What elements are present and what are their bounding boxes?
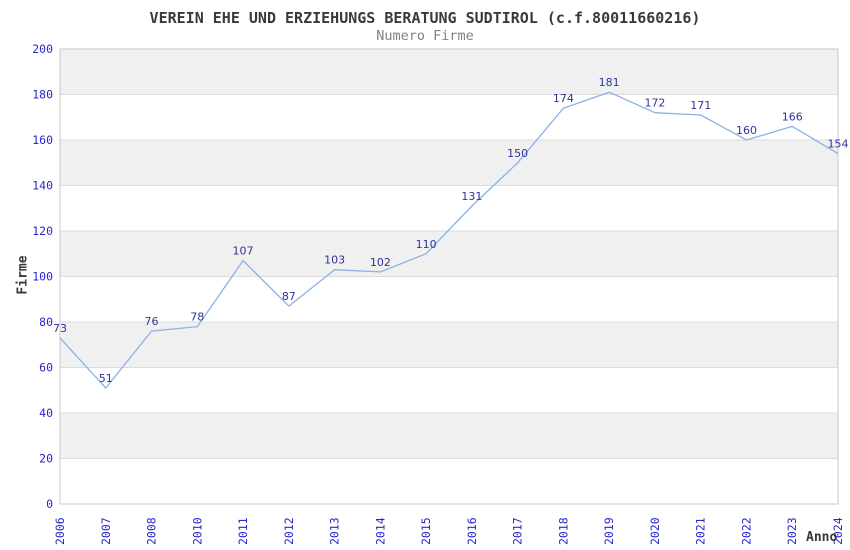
y-tick-label: 100 — [32, 270, 53, 284]
x-tick-label: 2014 — [373, 517, 387, 545]
x-tick-label: 2013 — [328, 517, 342, 545]
trend-line — [59, 91, 839, 389]
grid-band — [60, 140, 838, 186]
x-tick-label: 2011 — [236, 517, 250, 545]
x-tick-label: 2006 — [53, 517, 67, 545]
data-point-label: 166 — [782, 110, 803, 123]
data-point-label: 160 — [736, 124, 757, 137]
x-tick-label: 2023 — [785, 517, 799, 545]
plot-border — [59, 48, 839, 505]
data-point-label: 171 — [690, 99, 711, 112]
data-point-label: 110 — [416, 238, 437, 251]
x-tick-label: 2020 — [648, 517, 662, 545]
data-point-label: 76 — [145, 315, 159, 328]
x-tick-label: 2017 — [511, 517, 525, 545]
x-tick-label: 2018 — [556, 517, 570, 545]
x-tick-label: 2008 — [145, 517, 159, 545]
y-tick-label: 200 — [32, 42, 53, 56]
data-point-label: 131 — [461, 190, 482, 203]
grid-band — [60, 413, 838, 459]
data-point-label: 154 — [828, 138, 849, 151]
x-tick-label: 2012 — [282, 517, 296, 545]
x-tick-label: 2007 — [99, 517, 113, 545]
data-point-label: 150 — [507, 147, 528, 160]
data-point-label: 73 — [53, 322, 67, 335]
y-tick-label: 160 — [32, 133, 53, 147]
y-tick-label: 140 — [32, 179, 53, 193]
data-point-label: 174 — [553, 92, 574, 105]
y-tick-label: 40 — [39, 406, 53, 420]
x-tick-label: 2010 — [190, 517, 204, 545]
data-point-label: 87 — [282, 290, 296, 303]
x-tick-label: 2021 — [694, 517, 708, 545]
y-axis-label: Firme — [15, 255, 31, 295]
y-tick-label: 80 — [39, 315, 53, 329]
data-point-label: 103 — [324, 254, 345, 267]
x-axis-label: Anno — [806, 530, 838, 545]
data-point-label: 102 — [370, 256, 391, 269]
x-tick-label: 2024 — [831, 517, 845, 545]
x-tick-label: 2019 — [602, 517, 616, 545]
y-tick-label: 0 — [46, 497, 53, 511]
y-tick-label: 60 — [39, 361, 53, 375]
data-point-label: 172 — [644, 97, 665, 110]
y-tick-label: 120 — [32, 224, 53, 238]
grid-band — [60, 322, 838, 368]
grid-band — [60, 231, 838, 277]
chart-title: VEREIN EHE UND ERZIEHUNGS BERATUNG SUDTI… — [149, 9, 701, 27]
y-tick-label: 20 — [39, 452, 53, 466]
grid-band — [60, 49, 838, 95]
data-point-label: 107 — [233, 245, 254, 258]
x-tick-label: 2022 — [739, 517, 753, 545]
data-point-label: 181 — [599, 76, 620, 89]
chart-subtitle: Numero Firme — [376, 28, 474, 44]
y-tick-label: 180 — [32, 88, 53, 102]
data-point-label: 78 — [190, 311, 204, 324]
x-tick-label: 2016 — [465, 517, 479, 545]
data-point-label: 51 — [99, 372, 113, 385]
x-tick-label: 2015 — [419, 517, 433, 545]
